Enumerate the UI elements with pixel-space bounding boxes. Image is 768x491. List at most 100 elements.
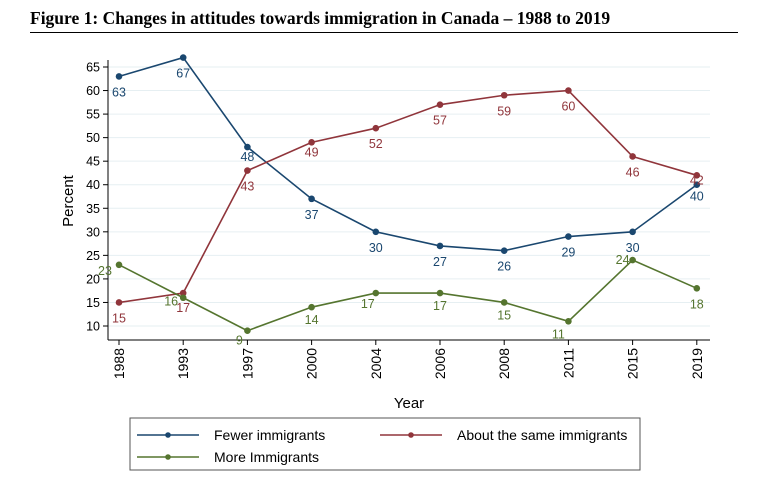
data-point bbox=[244, 327, 251, 335]
data-point bbox=[436, 242, 444, 250]
y-tick-label: 35 bbox=[86, 202, 100, 216]
x-tick-label: 2008 bbox=[496, 348, 512, 379]
data-label: 48 bbox=[240, 150, 254, 164]
data-point bbox=[372, 289, 380, 297]
x-tick-label: 2015 bbox=[625, 348, 641, 379]
data-label: 23 bbox=[98, 264, 112, 278]
data-label: 60 bbox=[561, 100, 575, 114]
data-point bbox=[308, 195, 315, 203]
data-label: 11 bbox=[552, 327, 565, 341]
data-point bbox=[565, 317, 572, 325]
y-tick-label: 55 bbox=[86, 108, 100, 122]
legend-swatch-marker bbox=[165, 432, 171, 438]
y-tick-label: 40 bbox=[86, 178, 100, 192]
x-tick-label: 2019 bbox=[689, 348, 705, 379]
legend: Fewer immigrants About the same immigrant… bbox=[129, 417, 641, 471]
data-label: 30 bbox=[626, 241, 640, 255]
y-tick-label: 20 bbox=[86, 272, 100, 286]
legend-item: More Immigrants bbox=[137, 449, 319, 465]
y-axis-label: Percent bbox=[60, 174, 77, 227]
data-point bbox=[372, 228, 380, 236]
x-tick-label: 2004 bbox=[368, 348, 384, 379]
y-tick-label: 25 bbox=[86, 249, 100, 263]
data-label: 40 bbox=[690, 190, 704, 204]
legend-swatch-marker bbox=[165, 454, 171, 460]
figure-title: Figure 1: Changes in attitudes towards i… bbox=[30, 8, 611, 28]
series-line bbox=[118, 89, 698, 304]
series-more-immigrants: 23 16 9 14 17 17 15 11 24 18 bbox=[98, 253, 704, 348]
data-label: 15 bbox=[497, 308, 511, 322]
data-point bbox=[372, 124, 380, 132]
title-underline bbox=[30, 32, 738, 33]
y-tick-label: 60 bbox=[86, 84, 100, 98]
series-line bbox=[118, 259, 698, 332]
data-point bbox=[179, 54, 187, 61]
data-point bbox=[115, 73, 123, 80]
legend-label: About the same immigrants bbox=[457, 427, 627, 443]
data-label: 27 bbox=[433, 255, 447, 269]
data-point bbox=[500, 299, 508, 306]
legend-label: Fewer immigrants bbox=[214, 427, 325, 443]
data-point bbox=[500, 91, 508, 99]
data-point bbox=[565, 87, 572, 94]
legend-box bbox=[129, 417, 641, 471]
series-layer: 63 67 48 37 30 27 26 29 30 40 15 17 43 49 52 57 59 60 46 42… bbox=[98, 54, 704, 348]
data-point bbox=[308, 139, 315, 146]
data-label: 9 bbox=[236, 334, 243, 348]
y-tick-label: 65 bbox=[86, 61, 100, 75]
axes: 10 15 20 25 30 35 40 45 50 55 60 65 1988 1993 1997 2000… bbox=[86, 60, 710, 379]
x-tick-label: 1997 bbox=[239, 348, 255, 379]
y-tick-label: 15 bbox=[86, 296, 100, 310]
data-label: 17 bbox=[433, 299, 447, 313]
data-label: 59 bbox=[497, 104, 511, 118]
x-tick-label: 2011 bbox=[560, 348, 576, 378]
data-label: 18 bbox=[690, 297, 704, 311]
x-axis-label: Year bbox=[394, 395, 424, 412]
series-fewer-immigrants: 63 67 48 37 30 27 26 29 30 40 bbox=[112, 54, 704, 274]
y-tick-label: 50 bbox=[86, 131, 100, 145]
x-tick-label: 2006 bbox=[432, 348, 448, 379]
series-about-the-same-immigrants: 15 17 43 49 52 57 59 60 46 42 bbox=[112, 87, 704, 325]
legend-item: About the same immigrants bbox=[380, 427, 627, 443]
data-point bbox=[629, 256, 636, 264]
data-point bbox=[115, 299, 123, 306]
data-label: 43 bbox=[240, 180, 254, 194]
gridlines bbox=[108, 66, 710, 327]
x-tick-label: 2000 bbox=[304, 348, 320, 379]
data-point bbox=[244, 143, 251, 151]
data-label: 63 bbox=[112, 85, 126, 99]
data-point bbox=[693, 181, 701, 189]
data-point bbox=[629, 228, 636, 236]
y-tick-label: 45 bbox=[86, 155, 100, 169]
y-tick-label: 10 bbox=[86, 320, 100, 334]
data-label: 30 bbox=[369, 241, 383, 255]
data-label: 15 bbox=[112, 311, 126, 325]
data-point bbox=[436, 101, 444, 108]
data-point bbox=[693, 285, 701, 292]
data-label: 52 bbox=[369, 137, 383, 151]
data-point bbox=[436, 289, 444, 297]
data-label: 37 bbox=[305, 208, 319, 222]
data-point bbox=[179, 289, 187, 297]
data-label: 46 bbox=[626, 165, 640, 179]
data-point bbox=[629, 153, 636, 160]
data-point bbox=[693, 172, 701, 179]
data-label: 14 bbox=[305, 313, 319, 327]
data-label: 29 bbox=[561, 246, 575, 260]
x-tick-label: 1988 bbox=[111, 348, 127, 379]
data-label: 16 bbox=[164, 295, 178, 309]
x-tick-label: 1993 bbox=[175, 348, 191, 379]
legend-swatch-marker bbox=[408, 432, 414, 438]
data-label: 24 bbox=[616, 253, 630, 267]
data-label: 49 bbox=[305, 145, 319, 159]
data-label: 17 bbox=[176, 301, 190, 315]
data-label: 42 bbox=[690, 173, 704, 187]
y-tick-label: 30 bbox=[86, 225, 100, 239]
data-point bbox=[115, 261, 123, 269]
data-point bbox=[244, 167, 251, 174]
series-line bbox=[118, 56, 698, 252]
data-label: 26 bbox=[497, 260, 511, 274]
data-label: 67 bbox=[176, 67, 190, 81]
data-point bbox=[179, 294, 187, 302]
